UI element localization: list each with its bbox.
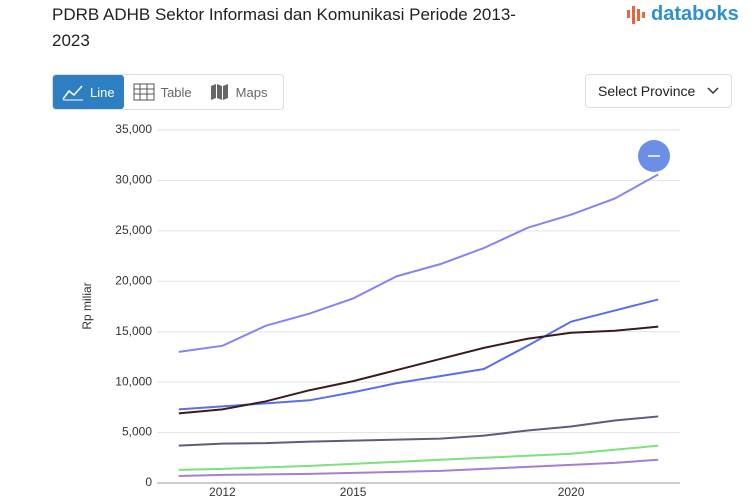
select-label: Select Province <box>598 83 696 99</box>
x-tick-label: 2020 <box>558 485 585 498</box>
y-tick-label: 5,000 <box>122 425 152 439</box>
logo[interactable]: databoks <box>626 3 739 26</box>
series-line <box>178 173 659 353</box>
maps-icon <box>210 84 228 100</box>
tab-label: Line <box>90 84 115 100</box>
line-icon <box>62 85 83 101</box>
y-tick-label: 10,000 <box>115 374 152 388</box>
series-line <box>178 444 659 471</box>
logo-text: databoks <box>651 3 739 25</box>
x-tick-label: 2012 <box>209 485 236 498</box>
y-axis-label: Rp miliar <box>80 282 94 329</box>
chevron <box>707 87 719 95</box>
tab-label: Table <box>160 84 192 100</box>
series-line <box>178 298 659 411</box>
series-line <box>178 458 659 477</box>
y-tick-label: 25,000 <box>115 223 152 237</box>
y-tick-label: 35,000 <box>115 122 152 136</box>
table-icon <box>133 83 155 101</box>
title: PDRB ADHB Sektor Informasi dan Komunikas… <box>52 5 516 50</box>
tab-maps[interactable]: Maps <box>201 75 277 109</box>
tab-label: Maps <box>235 84 268 100</box>
tab-line[interactable]: Line <box>53 75 124 109</box>
y-tick-label: 15,000 <box>115 324 152 338</box>
series-line <box>178 415 659 447</box>
logo-icon <box>627 5 645 24</box>
view-tabs: Line Table Maps <box>52 74 284 110</box>
series-line <box>178 325 659 415</box>
tab-table[interactable]: Table <box>124 75 201 109</box>
y-tick-label: 30,000 <box>115 173 152 187</box>
x-tick-label: 2015 <box>340 485 367 498</box>
y-tick-label: 20,000 <box>115 273 152 287</box>
y-tick-label: 0 <box>145 475 152 489</box>
province-select[interactable]: Select Province <box>585 74 732 108</box>
